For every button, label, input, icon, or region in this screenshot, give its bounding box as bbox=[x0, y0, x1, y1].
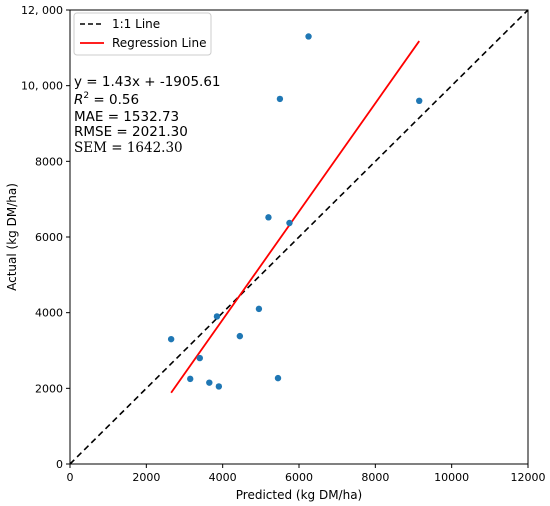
y-tick-label: 10, 000 bbox=[21, 80, 63, 93]
data-point bbox=[265, 214, 272, 221]
y-tick-label: 0 bbox=[56, 458, 63, 471]
x-tick-label: 6000 bbox=[285, 471, 313, 484]
data-point bbox=[305, 33, 312, 40]
data-point bbox=[187, 375, 194, 383]
one-to-one-line bbox=[69, 9, 529, 465]
legend: 1:1 Line Regression Line bbox=[73, 12, 212, 56]
data-point bbox=[196, 354, 203, 362]
r-squared-value: = 0.56 bbox=[89, 92, 139, 108]
y-tick-label: 4000 bbox=[35, 307, 63, 320]
x-axis-ticks: 0 2000 4000 6000 8000 10000 12000 bbox=[67, 464, 546, 484]
data-point bbox=[274, 374, 282, 382]
y-tick-label: 2000 bbox=[35, 382, 63, 395]
r-squared: R2 = 0.56 bbox=[74, 91, 139, 108]
r-squared-symbol: R bbox=[74, 92, 83, 108]
x-tick-label: 12000 bbox=[511, 471, 546, 484]
data-point bbox=[286, 219, 293, 227]
regression-line bbox=[170, 40, 420, 394]
x-tick-label: 0 bbox=[67, 471, 74, 484]
mae-value: MAE = 1532.73 bbox=[74, 109, 179, 125]
data-point bbox=[206, 379, 213, 386]
r-squared-superscript: 2 bbox=[83, 91, 89, 101]
scatter-points bbox=[167, 33, 423, 390]
legend-label-1to1-line: 1:1 Line bbox=[112, 17, 160, 31]
rmse-value: RMSE = 2021.30 bbox=[74, 124, 188, 140]
data-point bbox=[167, 335, 175, 343]
y-tick-label: 12, 000 bbox=[21, 4, 63, 17]
regression-equation: y = 1.43x + -1905.61 bbox=[74, 74, 221, 90]
data-point bbox=[236, 332, 244, 340]
data-point bbox=[213, 313, 221, 320]
legend-box bbox=[73, 12, 212, 56]
data-point bbox=[255, 305, 263, 313]
data-point bbox=[215, 383, 223, 390]
y-axis-label: Actual (kg DM/ha) bbox=[5, 183, 19, 291]
y-tick-label: 6000 bbox=[35, 231, 63, 244]
x-tick-label: 2000 bbox=[132, 471, 160, 484]
y-axis-ticks: 0 2000 4000 6000 8000 10, 000 12, 000 bbox=[21, 4, 70, 471]
data-point bbox=[276, 95, 284, 103]
statistics-annotation: y = 1.43x + -1905.61 R2 = 0.56 MAE = 153… bbox=[74, 74, 221, 156]
x-axis-label: Predicted (kg DM/ha) bbox=[236, 488, 363, 502]
y-tick-label: 8000 bbox=[35, 155, 63, 168]
plot-series bbox=[69, 9, 529, 465]
x-tick-label: 8000 bbox=[361, 471, 389, 484]
legend-label-regression-line: Regression Line bbox=[112, 36, 206, 50]
x-tick-label: 4000 bbox=[209, 471, 237, 484]
sem-value: SEM = 1642.30 bbox=[74, 140, 183, 156]
x-tick-label: 10000 bbox=[434, 471, 469, 484]
data-point bbox=[416, 97, 423, 105]
